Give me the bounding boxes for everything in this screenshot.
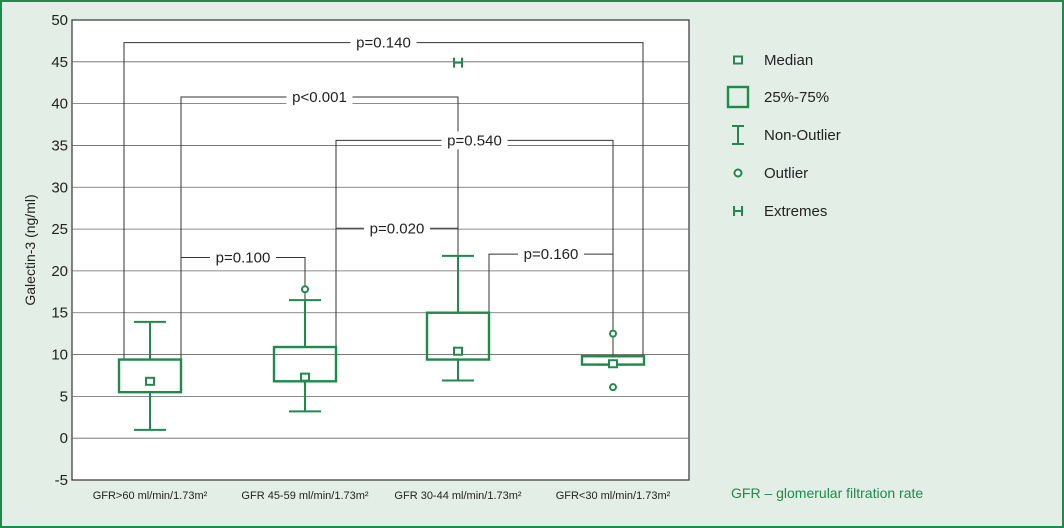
outlier-point <box>301 285 309 294</box>
y-axis-label: Galectin-3 (ng/ml) <box>22 194 38 305</box>
comparison-bracket: p<0.001 <box>180 87 459 360</box>
median-marker <box>608 359 618 369</box>
comparison-bracket: p=0.020 <box>335 219 459 348</box>
legend-whisker-icon <box>732 125 744 145</box>
legend-label: Outlier <box>764 165 808 182</box>
median-marker <box>300 372 310 382</box>
legend-outlier-icon <box>733 168 743 178</box>
y-tick-label: 25 <box>51 221 68 238</box>
legend-item-whisker: Non-Outlier <box>732 125 841 145</box>
y-tick-label: 35 <box>51 137 68 154</box>
legend-extreme-icon <box>733 206 743 216</box>
comparison-p-value: p=0.020 <box>370 220 425 237</box>
iqr-box <box>425 311 491 361</box>
box-2 <box>272 285 338 413</box>
y-tick-label: 50 <box>51 12 68 29</box>
comparison-label-bg <box>518 245 584 264</box>
y-tick-label: 15 <box>51 305 68 322</box>
x-tick-label: GFR 45-59 ml/min/1.73m² <box>241 490 368 502</box>
legend-item-outlier: Outlier <box>733 165 808 182</box>
y-tick-label: 30 <box>51 179 68 196</box>
comparison-label-bg <box>364 219 430 238</box>
legend-item-median: Median <box>733 52 813 69</box>
legend-median-icon <box>733 55 743 65</box>
y-tick-label: 45 <box>51 54 68 71</box>
comparison-label-bg <box>286 87 353 106</box>
comparison-bracket: p=0.100 <box>180 248 306 360</box>
legend-label: Extremes <box>764 203 827 220</box>
comparison-bracket: p=0.160 <box>488 245 614 357</box>
comparison-p-value: p=0.140 <box>356 35 411 52</box>
comparison-p-value: p=0.540 <box>447 132 502 149</box>
box-3 <box>425 57 491 382</box>
median-marker <box>453 346 463 356</box>
outlier-point <box>609 329 617 338</box>
y-tick-label: 10 <box>51 347 68 364</box>
footnote: GFR – glomerular filtration rate <box>731 485 923 501</box>
legend-label: 25%-75% <box>764 89 829 106</box>
x-tick-label: GFR<30 ml/min/1.73m² <box>556 490 671 502</box>
legend-label: Non-Outlier <box>764 127 841 144</box>
y-tick-label: 0 <box>60 430 68 447</box>
median-marker <box>145 376 155 386</box>
y-tick-label: 20 <box>51 263 68 280</box>
x-tick-label: GFR>60 ml/min/1.73m² <box>93 490 208 502</box>
legend-box-icon <box>726 85 750 109</box>
legend-item-extreme: Extremes <box>733 203 827 220</box>
comparison-label-bg <box>441 131 508 150</box>
y-tick-label: 40 <box>51 96 68 113</box>
comparison-label-bg <box>210 248 276 267</box>
x-tick-label: GFR 30-44 ml/min/1.73m² <box>394 490 521 502</box>
comparison-p-value: p=0.100 <box>216 250 271 267</box>
box-4 <box>580 329 646 392</box>
legend-label: Median <box>764 52 813 69</box>
comparison-p-value: p=0.160 <box>524 246 579 263</box>
comparison-p-value: p<0.001 <box>292 89 347 106</box>
comparison-bracket: p=0.140 <box>123 33 644 360</box>
y-tick-label: 5 <box>60 388 68 405</box>
outlier-point <box>609 383 617 392</box>
box-1 <box>117 320 183 431</box>
plot-area <box>71 19 690 481</box>
comparison-label-bg <box>350 33 417 52</box>
legend-item-box: 25%-75% <box>726 85 829 109</box>
extreme-point <box>453 57 463 68</box>
iqr-box <box>117 358 183 394</box>
y-tick-label: -5 <box>55 472 68 489</box>
